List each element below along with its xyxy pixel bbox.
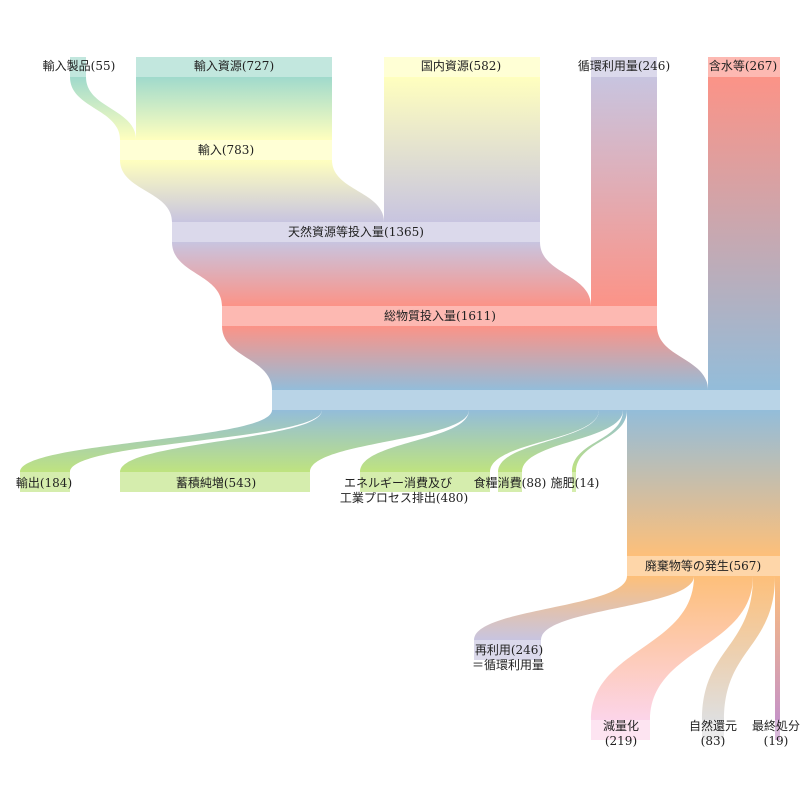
node-import-products <box>70 57 86 77</box>
link-waste-natural-return <box>702 576 775 720</box>
link-waste-reduction <box>591 576 753 720</box>
node-fertilizer <box>572 472 576 492</box>
sankey-links <box>20 77 780 720</box>
node-recycled-input <box>591 57 657 77</box>
link-domestic-natural <box>384 77 540 222</box>
node-final-disposal <box>775 720 780 740</box>
node-stock <box>120 472 310 492</box>
label-energy-2: 工業プロセス排出(480) <box>339 491 469 505</box>
sankey-nodes <box>20 57 780 740</box>
label-natural-return-2: (83) <box>700 734 726 748</box>
label-natural-input: 天然資源等投入量(1365) <box>288 225 424 239</box>
label-domestic: 国内資源(582) <box>420 59 502 73</box>
label-natural-return-1: 自然還元 <box>688 719 738 733</box>
label-reduction-1: 減量化 <box>602 719 640 733</box>
link-total-hub <box>222 326 708 390</box>
label-import-resources: 輸入資源(727) <box>193 59 275 73</box>
node-export <box>20 472 70 492</box>
node-imports <box>120 140 332 160</box>
node-reuse <box>474 640 541 660</box>
link-import-resources-imports <box>136 77 332 140</box>
label-fertilizer: 施肥(14) <box>550 476 600 490</box>
label-reuse-1: 再利用(246) <box>474 643 544 657</box>
label-stock: 蓄積純増(543) <box>175 476 257 490</box>
label-export: 輸出(184) <box>15 476 73 490</box>
label-reuse-2: ＝循環利用量 <box>471 658 545 672</box>
label-food: 食糧消費(88) <box>473 476 547 490</box>
label-final-disposal-2: (19) <box>763 734 789 748</box>
label-waste: 廃棄物等の発生(567) <box>644 559 762 573</box>
label-water: 含水等(267) <box>708 59 778 73</box>
link-hub-waste <box>627 410 780 556</box>
node-domestic <box>384 57 540 77</box>
link-hub-export <box>20 410 322 472</box>
link-hub-food <box>498 410 623 472</box>
link-imports-natural <box>120 160 384 222</box>
link-waste-final-disposal <box>775 576 780 720</box>
label-imports: 輸入(783) <box>197 143 255 157</box>
node-natural-input <box>172 222 540 242</box>
label-total-input: 総物質投入量(1611) <box>384 309 496 323</box>
label-reduction-2: (219) <box>604 734 638 748</box>
node-energy <box>360 472 490 492</box>
node-reduction <box>591 720 650 740</box>
label-energy-1: エネルギー消費及び <box>343 476 453 490</box>
node-natural-return <box>702 720 724 740</box>
node-import-resources <box>136 57 332 77</box>
node-waste <box>627 556 780 576</box>
link-hub-fertilizer <box>572 410 627 472</box>
label-recycled-input: 循環利用量(246) <box>577 59 671 73</box>
label-import-products: 輸入製品(55) <box>42 59 116 73</box>
link-import-products-imports <box>70 77 136 140</box>
link-hub-energy <box>360 410 599 472</box>
link-water-hub <box>708 77 780 390</box>
node-food <box>498 472 522 492</box>
link-waste-reuse <box>474 576 694 640</box>
label-final-disposal-1: 最終処分 <box>751 719 800 733</box>
link-natural-total <box>172 242 591 306</box>
link-recycled-total <box>591 77 657 306</box>
node-hub <box>272 390 780 410</box>
link-hub-stock <box>120 410 469 472</box>
node-water <box>708 57 780 77</box>
node-total-input <box>222 306 657 326</box>
